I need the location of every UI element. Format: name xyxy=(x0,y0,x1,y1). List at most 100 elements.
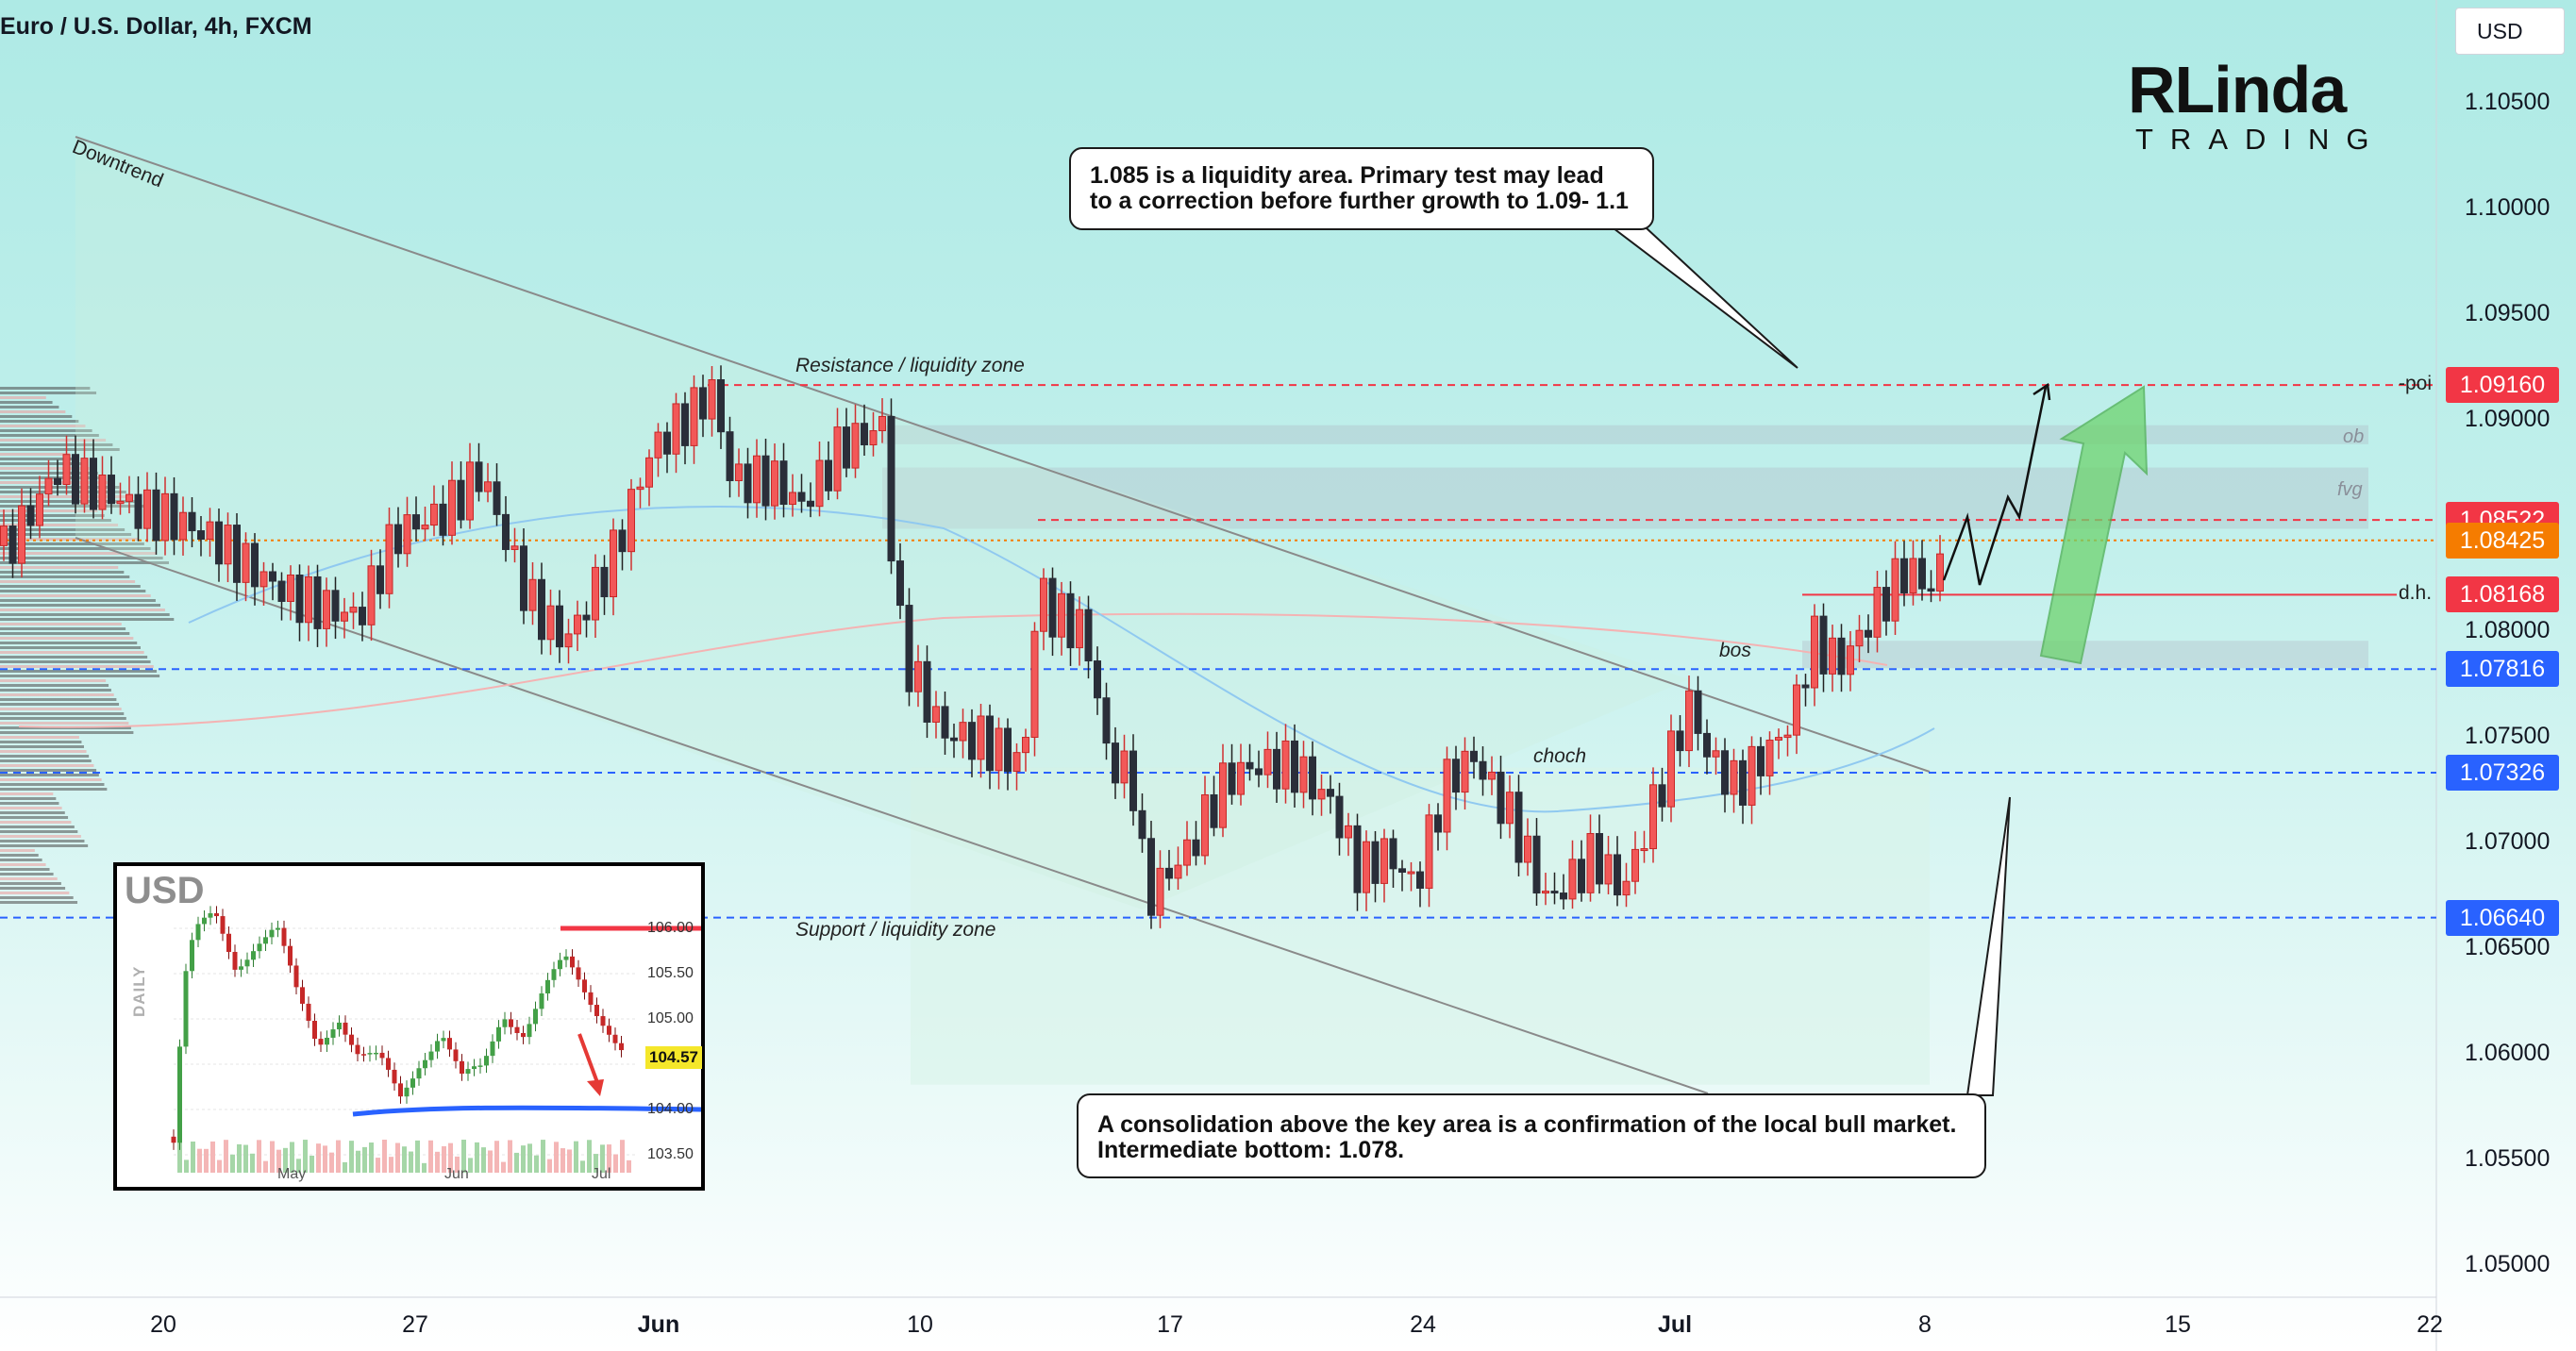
candle-body xyxy=(215,521,223,565)
candle-body xyxy=(1865,629,1872,638)
inset-volume-bar xyxy=(541,1140,545,1173)
logo-bottom-text: TRADING xyxy=(2135,123,2386,156)
inset-candle-body xyxy=(293,965,299,988)
candle-body xyxy=(861,423,868,446)
inset-volume-bar xyxy=(534,1155,539,1173)
inset-y-tick: 106.00 xyxy=(647,920,694,936)
volume-profile-bar xyxy=(0,443,113,446)
candle-body xyxy=(80,458,89,505)
inset-candle-body xyxy=(202,917,207,925)
volume-profile-bar xyxy=(0,599,156,602)
inset-volume-bar xyxy=(230,1154,235,1173)
inset-candle-body xyxy=(514,1026,520,1033)
inset-candle-body xyxy=(276,927,280,930)
volume-profile-bar xyxy=(0,826,75,828)
candle-body xyxy=(1757,745,1765,776)
inset-volume-bar xyxy=(336,1140,341,1173)
y-tick-label: 1.06000 xyxy=(2465,1040,2551,1066)
inset-candle-body xyxy=(582,979,587,992)
candle-body xyxy=(1918,558,1926,590)
volume-profile-bar xyxy=(0,764,94,767)
candle-body xyxy=(735,463,743,481)
inset-volume-bar xyxy=(250,1153,255,1173)
candle-body xyxy=(672,403,680,455)
volume-profile-bar xyxy=(0,406,59,409)
x-tick-label: 17 xyxy=(1157,1311,1183,1338)
candle-body xyxy=(475,461,483,492)
volume-profile-bar xyxy=(0,816,69,819)
inset-candle-body xyxy=(521,1032,526,1038)
x-tick-label: Jun xyxy=(637,1311,680,1338)
candle-body xyxy=(1488,771,1496,780)
volume-profile-bar xyxy=(0,717,126,720)
candle-body xyxy=(1676,730,1684,752)
inset-volume-bar xyxy=(323,1145,327,1173)
candle-body xyxy=(1246,761,1254,770)
candle-body xyxy=(1542,891,1549,894)
inset-x-tick: Jun xyxy=(444,1166,469,1182)
bos-label: bos xyxy=(1719,640,1751,661)
candle-body xyxy=(1855,629,1864,647)
volume-profile-bar xyxy=(0,585,141,588)
inset-volume-bar xyxy=(560,1148,565,1173)
candle-body xyxy=(188,511,196,532)
candle-body xyxy=(295,574,304,624)
candle-body xyxy=(1837,637,1846,676)
inset-candle-body xyxy=(612,1034,618,1043)
candle-body xyxy=(1900,558,1908,593)
inset-volume-bar xyxy=(409,1151,413,1173)
candle-body xyxy=(1927,588,1935,592)
volume-profile-bar xyxy=(0,722,129,725)
candle-body xyxy=(1138,809,1146,840)
inset-volume-bar xyxy=(468,1158,473,1173)
chart-title: Euro / U.S. Dollar, 4h, FXCM xyxy=(0,13,312,40)
candle-body xyxy=(1936,553,1944,592)
volume-profile-bar xyxy=(0,821,72,824)
volume-profile-bar xyxy=(0,609,165,611)
volume-profile-bar xyxy=(0,542,144,545)
candle-body xyxy=(1811,615,1818,689)
inset-candle-body xyxy=(472,1066,477,1070)
inset-candle-body xyxy=(441,1038,446,1042)
candle-body xyxy=(430,503,438,526)
volume-profile-bar xyxy=(0,448,120,451)
volume-profile-bar xyxy=(0,731,134,734)
volume-profile-bar xyxy=(0,547,151,550)
candle-body xyxy=(1739,759,1747,806)
candle-body xyxy=(1263,748,1272,776)
volume-profile-bar xyxy=(0,495,134,498)
candle-body xyxy=(1829,637,1836,675)
volume-profile-bar xyxy=(0,901,78,904)
inset-candle-body xyxy=(594,1005,599,1017)
candle-body xyxy=(1434,814,1442,833)
volume-profile-bar xyxy=(0,778,102,781)
candle-body xyxy=(789,492,796,506)
volume-profile-bar xyxy=(0,792,54,795)
volume-profile-bar xyxy=(0,505,148,508)
usd-inset-chart: USD DAILY 106.00105.50105.00104.50104.00… xyxy=(113,862,705,1191)
candles-group xyxy=(0,365,1944,929)
inset-candle-body xyxy=(416,1068,422,1079)
inset-candle-body xyxy=(244,959,250,967)
candle-body xyxy=(1631,848,1639,882)
currency-button[interactable]: USD xyxy=(2455,8,2565,55)
candle-body xyxy=(779,460,788,506)
volume-profile-bar xyxy=(0,892,70,894)
volume-profile-bar xyxy=(0,679,107,682)
inset-volume-bar xyxy=(455,1156,460,1173)
inset-candle-body xyxy=(496,1026,501,1042)
candle-body xyxy=(600,566,609,598)
candle-body xyxy=(1461,750,1469,793)
candle-body xyxy=(349,607,358,613)
inset-y-tick: 103.50 xyxy=(647,1146,694,1162)
inset-candle-body xyxy=(374,1052,378,1055)
inset-candle-body xyxy=(502,1019,508,1027)
volume-profile-bar xyxy=(0,632,130,635)
inset-candle-body xyxy=(263,937,268,944)
candle-body xyxy=(1667,730,1675,808)
inset-volume-bar xyxy=(343,1161,347,1173)
inset-candle-body xyxy=(239,966,243,970)
candle-body xyxy=(26,505,35,526)
candle-body xyxy=(1165,867,1173,879)
